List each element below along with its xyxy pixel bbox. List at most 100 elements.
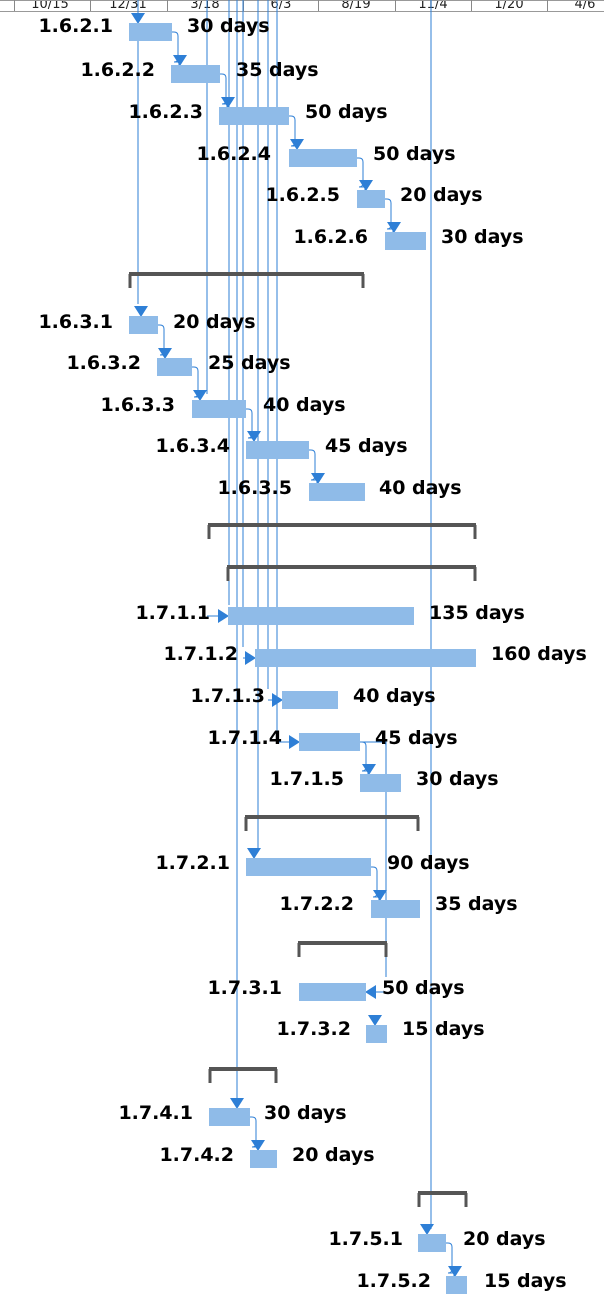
task-id-label: 1.6.2.5 xyxy=(265,184,340,206)
task-duration-label: 40 days xyxy=(379,477,462,499)
dependency-arrowhead xyxy=(251,1140,265,1151)
task-duration-label: 45 days xyxy=(375,727,458,749)
task-id-label: 1.6.3.2 xyxy=(66,352,141,374)
task-id-label: 1.7.5.1 xyxy=(328,1228,403,1250)
task-id-label: 1.6.3.4 xyxy=(155,435,230,457)
dependency-arrowhead xyxy=(221,97,235,108)
task-duration-label: 90 days xyxy=(387,852,470,874)
task-duration-label: 15 days xyxy=(484,1270,567,1292)
task-id-label: 1.6.3.1 xyxy=(38,311,113,333)
dependency-connector xyxy=(360,741,387,747)
task-id-label: 1.6.3.3 xyxy=(100,394,175,416)
task-duration-label: 35 days xyxy=(236,59,319,81)
task-id-label: 1.7.1.4 xyxy=(207,727,282,749)
timescale-tick: 8/19 xyxy=(341,0,370,12)
task-id-label: 1.6.2.6 xyxy=(293,226,368,248)
task-duration-label: 30 days xyxy=(441,226,524,248)
dependency-arrowhead xyxy=(230,1098,244,1109)
task-duration-label: 50 days xyxy=(305,101,388,123)
task-duration-label: 25 days xyxy=(208,352,291,374)
dependency-arrowhead xyxy=(272,693,283,707)
task-bar xyxy=(255,649,476,667)
task-bar xyxy=(246,858,371,876)
dependency-arrowhead xyxy=(134,306,148,317)
dependency-arrowhead xyxy=(131,13,145,24)
dependency-arrowhead xyxy=(368,1015,382,1026)
dependency-arrowhead xyxy=(245,651,256,665)
task-duration-label: 35 days xyxy=(435,893,518,915)
dependency-arrowhead xyxy=(362,764,376,775)
task-duration-label: 30 days xyxy=(264,1102,347,1124)
task-duration-label: 30 days xyxy=(416,768,499,790)
timescale-tick: 10/15 xyxy=(31,0,68,12)
task-duration-label: 40 days xyxy=(263,394,346,416)
dependency-arrowhead xyxy=(289,735,300,749)
task-id-label: 1.6.2.3 xyxy=(128,101,203,123)
task-bar xyxy=(366,1025,387,1043)
task-bar xyxy=(357,190,385,208)
task-id-label: 1.6.2.2 xyxy=(80,59,155,81)
task-duration-label: 50 days xyxy=(382,977,465,999)
task-duration-label: 50 days xyxy=(373,143,456,165)
timescale-tick: 12/31 xyxy=(109,0,146,12)
task-bar xyxy=(282,691,338,709)
task-duration-label: 135 days xyxy=(429,602,525,624)
task-bar xyxy=(219,107,289,125)
task-bar xyxy=(289,149,357,167)
timescale-tick: 3/18 xyxy=(190,0,219,12)
dependency-arrowhead xyxy=(247,848,261,859)
task-bar xyxy=(129,23,172,41)
task-duration-label: 160 days xyxy=(491,643,587,665)
task-bar xyxy=(209,1108,250,1126)
task-id-label: 1.7.4.1 xyxy=(118,1102,193,1124)
task-bar xyxy=(385,232,426,250)
dependency-arrowhead xyxy=(290,139,304,150)
task-bar xyxy=(129,316,158,334)
task-duration-label: 15 days xyxy=(402,1018,485,1040)
task-bar xyxy=(309,483,365,501)
timescale-tick: 11/4 xyxy=(418,0,447,12)
task-bar xyxy=(299,983,366,1001)
task-bar xyxy=(418,1234,446,1252)
timescale-tick: 1/20 xyxy=(494,0,523,12)
dependency-arrowhead xyxy=(373,890,387,901)
task-bars xyxy=(129,23,476,1294)
dependency-arrowhead xyxy=(247,431,261,442)
timescale-tick: 4/6 xyxy=(575,0,596,12)
dependency-arrowhead xyxy=(365,985,376,999)
task-bar xyxy=(157,358,192,376)
task-duration-label: 20 days xyxy=(173,311,256,333)
timescale-tick: 6/3 xyxy=(271,0,292,12)
task-id-label: 1.6.2.4 xyxy=(196,143,271,165)
task-bar xyxy=(371,900,420,918)
task-id-label: 1.7.1.1 xyxy=(135,602,210,624)
task-duration-label: 30 days xyxy=(187,15,270,37)
task-id-label: 1.7.4.2 xyxy=(159,1144,234,1166)
task-duration-label: 45 days xyxy=(325,435,408,457)
task-labels: 1.6.2.1 30 days 1.6.2.2 35 days 1.6.2.3 … xyxy=(38,15,586,1292)
task-bar xyxy=(250,1150,277,1168)
task-id-label: 1.7.3.1 xyxy=(207,977,282,999)
task-bar xyxy=(228,607,414,625)
summary-bars xyxy=(128,272,477,1207)
task-id-label: 1.7.2.2 xyxy=(279,893,354,915)
dependency-arrowhead xyxy=(359,180,373,191)
task-id-label: 1.7.1.5 xyxy=(269,768,344,790)
dependency-arrowhead xyxy=(173,55,187,66)
dependency-arrowhead xyxy=(311,473,325,484)
task-bar xyxy=(246,441,309,459)
task-duration-label: 40 days xyxy=(353,685,436,707)
dependency-arrowhead xyxy=(420,1224,434,1235)
task-duration-label: 20 days xyxy=(400,184,483,206)
task-bar xyxy=(171,65,220,83)
task-id-label: 1.6.2.1 xyxy=(38,15,113,37)
task-id-label: 1.7.2.1 xyxy=(155,852,230,874)
dependency-arrowhead xyxy=(193,390,207,401)
task-duration-label: 20 days xyxy=(463,1228,546,1250)
task-duration-label: 20 days xyxy=(292,1144,375,1166)
task-bar xyxy=(299,733,360,751)
timescale-header: 10/15 12/31 3/18 6/3 8/19 11/4 1/20 4/6 xyxy=(0,0,604,12)
task-id-label: 1.7.5.2 xyxy=(356,1270,431,1292)
task-id-label: 1.7.1.2 xyxy=(163,643,238,665)
